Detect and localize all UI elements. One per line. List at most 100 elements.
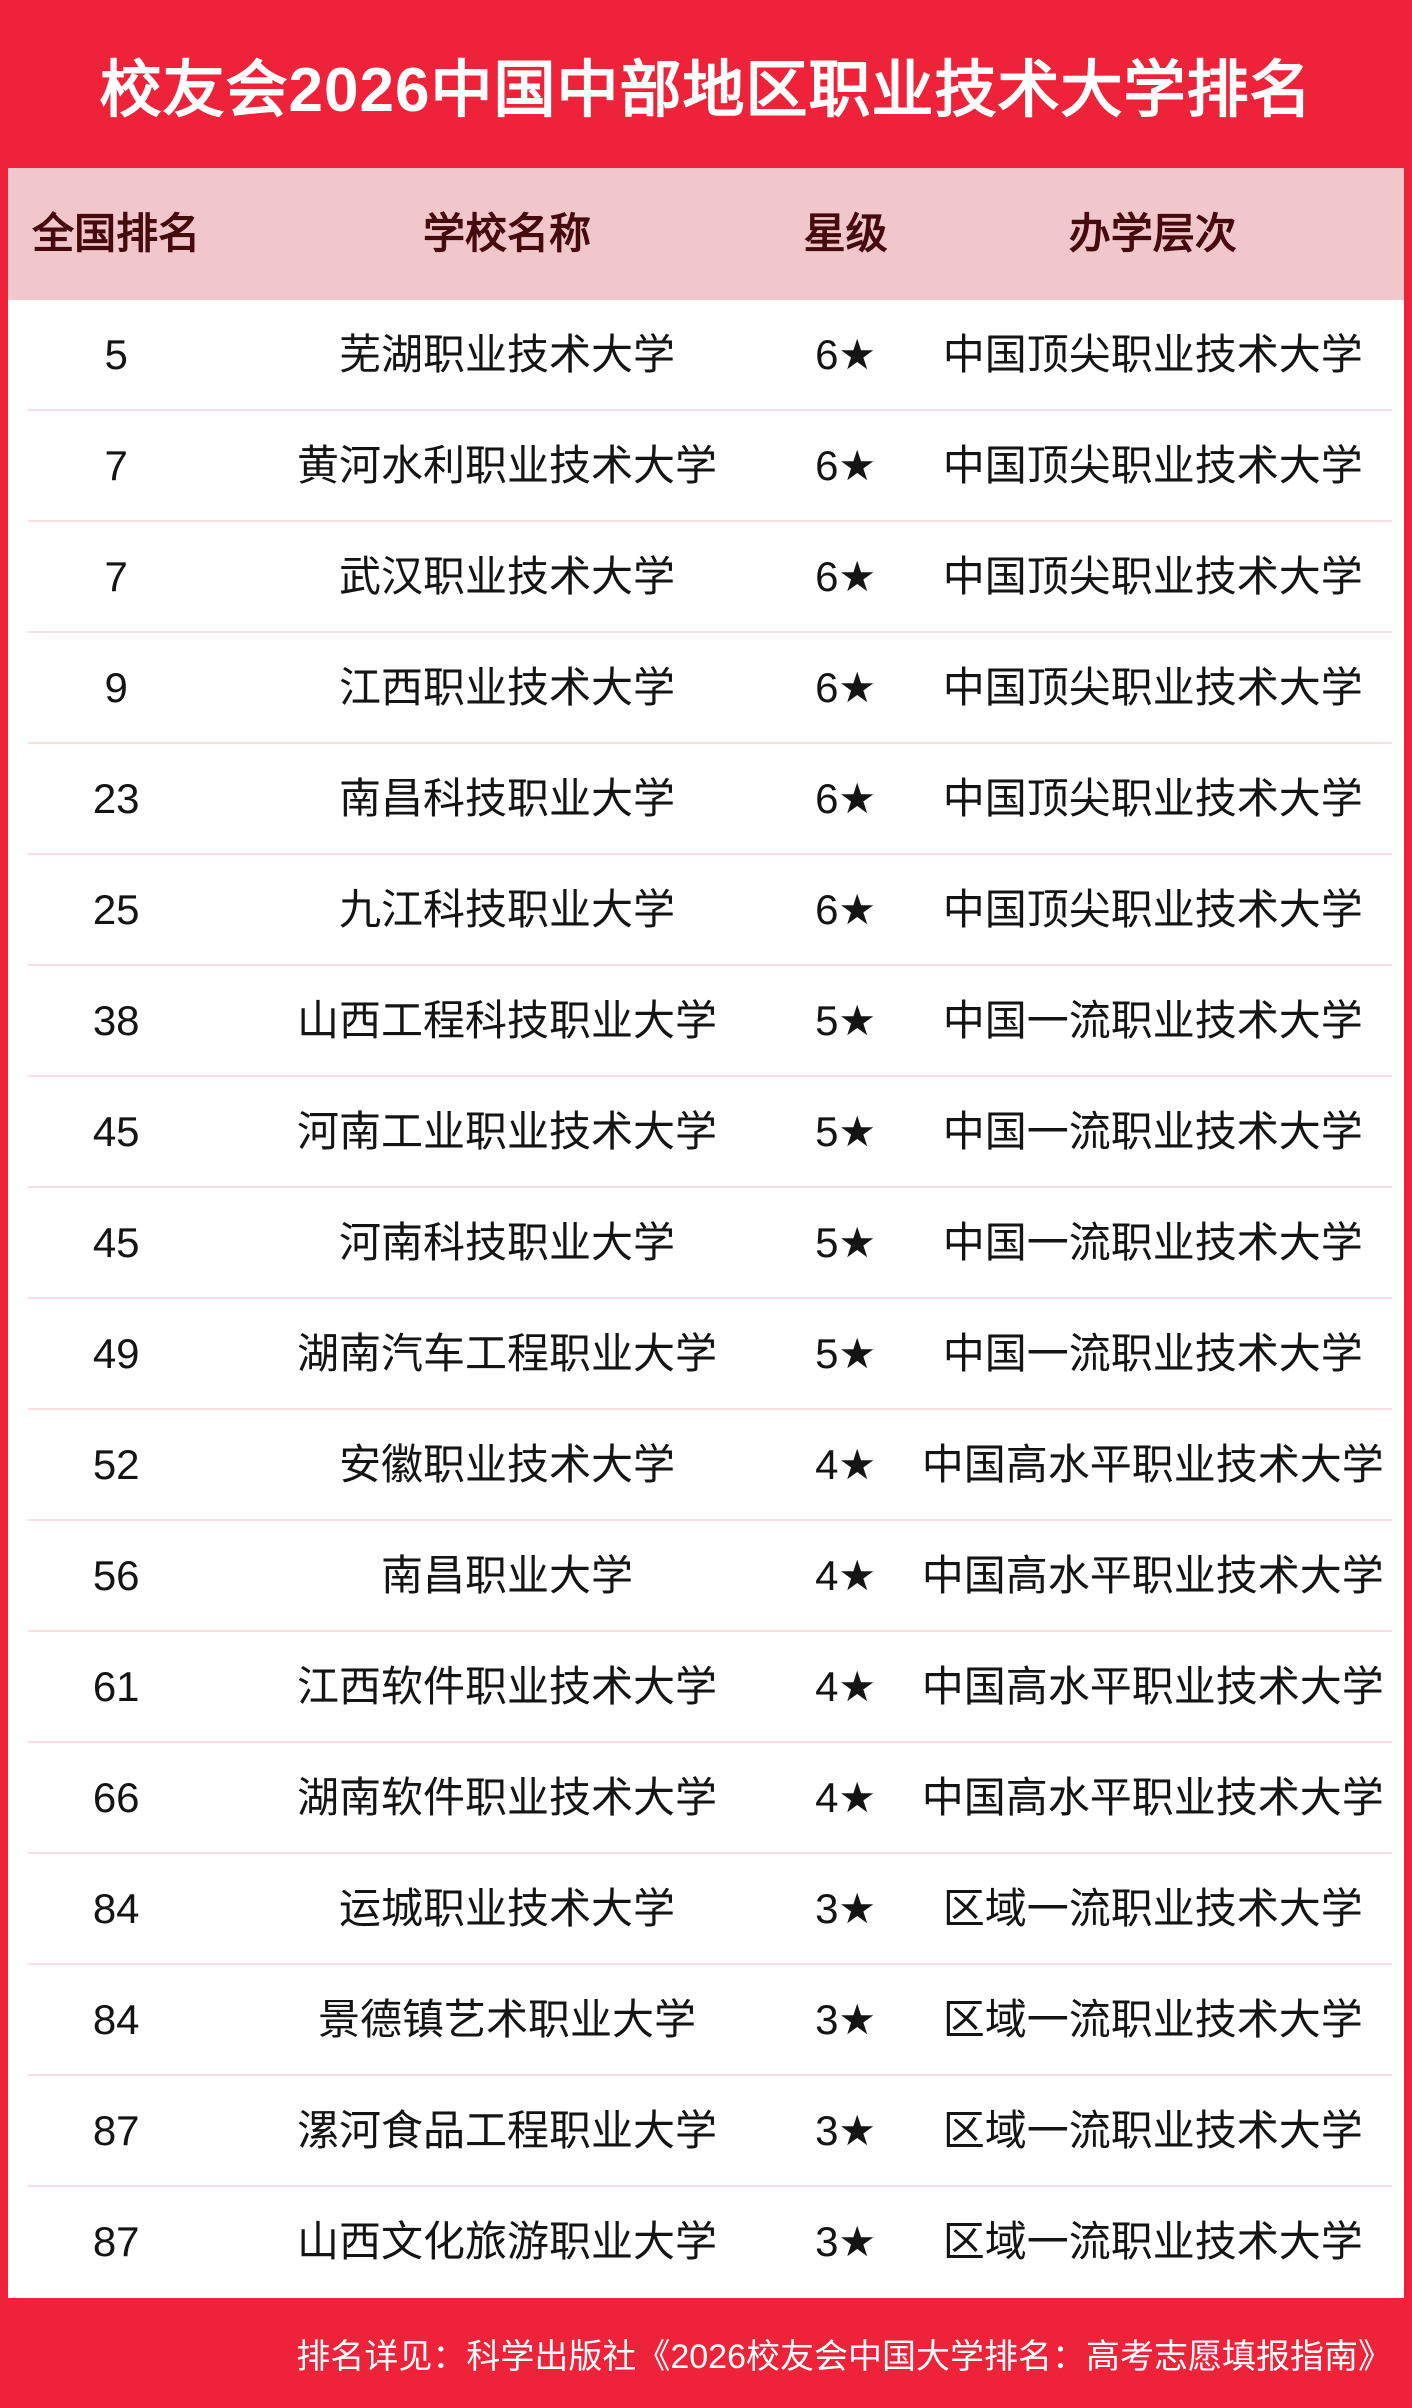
- rank-cell: 87: [92, 2107, 140, 2155]
- star-cell: 6★: [815, 442, 877, 490]
- star-cell: 5★: [815, 997, 877, 1045]
- school-cell: 江西职业技术大学: [339, 664, 676, 712]
- table-row: 56 南昌职业大学 4★ 中国高水平职业技术大学: [8, 1521, 1404, 1632]
- school-cell: 黄河水利职业技术大学: [297, 442, 718, 490]
- header-national-rank: 全国排名: [32, 209, 201, 257]
- level-cell: 中国顶尖职业技术大学: [942, 775, 1363, 823]
- rank-cell: 49: [92, 1330, 140, 1378]
- table-row: 45 河南工业职业技术大学 5★ 中国一流职业技术大学: [8, 1077, 1404, 1188]
- table-row: 49 湖南汽车工程职业大学 5★ 中国一流职业技术大学: [8, 1299, 1404, 1410]
- page-title: 校友会2026中国中部地区职业技术大学排名: [99, 56, 1313, 125]
- header-star-level: 星级: [803, 209, 888, 257]
- level-cell: 中国高水平职业技术大学: [921, 1552, 1384, 1600]
- rank-cell: 9: [104, 664, 128, 712]
- school-cell: 九江科技职业大学: [339, 886, 676, 934]
- table-row: 84 运城职业技术大学 3★ 区域一流职业技术大学: [8, 1854, 1404, 1965]
- school-cell: 湖南软件职业技术大学: [297, 1774, 718, 1822]
- table-row: 23 南昌科技职业大学 6★ 中国顶尖职业技术大学: [8, 744, 1404, 855]
- level-cell: 中国顶尖职业技术大学: [942, 553, 1363, 601]
- level-cell: 中国顶尖职业技术大学: [942, 331, 1363, 379]
- table-row: 84 景德镇艺术职业大学 3★ 区域一流职业技术大学: [8, 1965, 1404, 2076]
- header-school-name: 学校名称: [423, 209, 592, 257]
- school-cell: 漯河食品工程职业大学: [297, 2107, 718, 2155]
- level-cell: 中国顶尖职业技术大学: [942, 664, 1363, 712]
- school-cell: 山西工程科技职业大学: [297, 997, 718, 1045]
- table-row: 87 漯河食品工程职业大学 3★ 区域一流职业技术大学: [8, 2076, 1404, 2187]
- school-cell: 景德镇艺术职业大学: [318, 1996, 697, 2044]
- table-header-row: 全国排名 学校名称 星级 办学层次: [8, 168, 1404, 300]
- star-cell: 4★: [815, 1663, 877, 1711]
- table-row: 45 河南科技职业大学 5★ 中国一流职业技术大学: [8, 1188, 1404, 1299]
- ranking-table: 全国排名 学校名称 星级 办学层次 5 芜湖职业技术大学 6★ 中国顶尖职业技术…: [8, 168, 1404, 2298]
- school-cell: 武汉职业技术大学: [339, 553, 676, 601]
- table-body: 5 芜湖职业技术大学 6★ 中国顶尖职业技术大学 7 黄河水利职业技术大学 6★…: [8, 300, 1404, 2298]
- header-education-tier: 办学层次: [1068, 209, 1237, 257]
- table-row: 25 九江科技职业大学 6★ 中国顶尖职业技术大学: [8, 855, 1404, 966]
- school-cell: 运城职业技术大学: [339, 1885, 676, 1933]
- level-cell: 区域一流职业技术大学: [942, 1885, 1363, 1933]
- star-cell: 6★: [815, 331, 877, 379]
- level-cell: 中国高水平职业技术大学: [921, 1663, 1384, 1711]
- title-bar: 校友会2026中国中部地区职业技术大学排名: [0, 0, 1412, 168]
- table-row: 66 湖南软件职业技术大学 4★ 中国高水平职业技术大学: [8, 1743, 1404, 1854]
- level-cell: 区域一流职业技术大学: [942, 2218, 1363, 2266]
- table-row: 7 武汉职业技术大学 6★ 中国顶尖职业技术大学: [8, 522, 1404, 633]
- school-cell: 安徽职业技术大学: [339, 1441, 676, 1489]
- star-cell: 3★: [815, 1885, 877, 1933]
- table-row: 61 江西软件职业技术大学 4★ 中国高水平职业技术大学: [8, 1632, 1404, 1743]
- star-cell: 6★: [815, 553, 877, 601]
- rank-cell: 38: [92, 997, 140, 1045]
- footer-note: 排名详见：科学出版社《2026校友会中国大学排名：高考志愿填报指南》: [296, 2337, 1392, 2376]
- footer-bar: 排名详见：科学出版社《2026校友会中国大学排名：高考志愿填报指南》: [0, 2298, 1412, 2408]
- rank-cell: 87: [92, 2218, 140, 2266]
- star-cell: 6★: [815, 886, 877, 934]
- rank-cell: 23: [92, 775, 140, 823]
- star-cell: 5★: [815, 1108, 877, 1156]
- level-cell: 中国顶尖职业技术大学: [942, 442, 1363, 490]
- star-cell: 3★: [815, 1996, 877, 2044]
- level-cell: 中国高水平职业技术大学: [921, 1441, 1384, 1489]
- school-cell: 南昌职业大学: [381, 1552, 634, 1600]
- school-cell: 河南科技职业大学: [339, 1219, 676, 1267]
- rank-cell: 45: [92, 1219, 140, 1267]
- rank-cell: 61: [92, 1663, 140, 1711]
- table-row: 87 山西文化旅游职业大学 3★ 区域一流职业技术大学: [8, 2187, 1404, 2298]
- rank-cell: 56: [92, 1552, 140, 1600]
- rank-cell: 84: [92, 1885, 140, 1933]
- school-cell: 湖南汽车工程职业大学: [297, 1330, 718, 1378]
- rank-cell: 45: [92, 1108, 140, 1156]
- level-cell: 中国一流职业技术大学: [942, 1330, 1363, 1378]
- level-cell: 中国一流职业技术大学: [942, 1108, 1363, 1156]
- school-cell: 芜湖职业技术大学: [339, 331, 676, 379]
- table-row: 52 安徽职业技术大学 4★ 中国高水平职业技术大学: [8, 1410, 1404, 1521]
- school-cell: 山西文化旅游职业大学: [297, 2218, 718, 2266]
- rank-cell: 25: [92, 886, 140, 934]
- star-cell: 4★: [815, 1441, 877, 1489]
- star-cell: 5★: [815, 1330, 877, 1378]
- star-cell: 6★: [815, 775, 877, 823]
- school-cell: 南昌科技职业大学: [339, 775, 676, 823]
- level-cell: 中国一流职业技术大学: [942, 1219, 1363, 1267]
- star-cell: 4★: [815, 1552, 877, 1600]
- rank-cell: 52: [92, 1441, 140, 1489]
- level-cell: 中国一流职业技术大学: [942, 997, 1363, 1045]
- star-cell: 3★: [815, 2107, 877, 2155]
- star-cell: 4★: [815, 1774, 877, 1822]
- school-cell: 江西软件职业技术大学: [297, 1663, 718, 1711]
- table-row: 38 山西工程科技职业大学 5★ 中国一流职业技术大学: [8, 966, 1404, 1077]
- level-cell: 中国高水平职业技术大学: [921, 1774, 1384, 1822]
- star-cell: 6★: [815, 664, 877, 712]
- level-cell: 区域一流职业技术大学: [942, 1996, 1363, 2044]
- table-row: 9 江西职业技术大学 6★ 中国顶尖职业技术大学: [8, 633, 1404, 744]
- star-cell: 3★: [815, 2218, 877, 2266]
- table-row: 7 黄河水利职业技术大学 6★ 中国顶尖职业技术大学: [8, 411, 1404, 522]
- rank-cell: 66: [92, 1774, 140, 1822]
- school-cell: 河南工业职业技术大学: [297, 1108, 718, 1156]
- rank-cell: 5: [104, 331, 128, 379]
- star-cell: 5★: [815, 1219, 877, 1267]
- level-cell: 中国顶尖职业技术大学: [942, 886, 1363, 934]
- rank-cell: 7: [104, 442, 128, 490]
- level-cell: 区域一流职业技术大学: [942, 2107, 1363, 2155]
- rank-cell: 7: [104, 553, 128, 601]
